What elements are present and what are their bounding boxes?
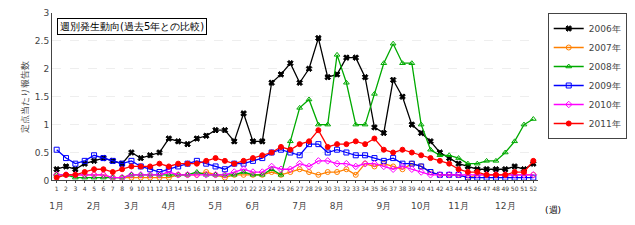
svg-text:4月: 4月 [161,201,176,211]
svg-text:2007年: 2007年 [589,43,621,53]
svg-text:45: 45 [464,185,472,192]
svg-text:33: 33 [352,185,360,192]
svg-text:37: 37 [389,185,397,192]
svg-text:44: 44 [455,185,463,192]
svg-text:2009年: 2009年 [589,81,621,91]
svg-text:24: 24 [268,185,276,192]
svg-text:2: 2 [64,185,68,192]
svg-text:2008年: 2008年 [589,62,621,72]
svg-text:9: 9 [130,185,134,192]
svg-text:(週): (週) [545,205,561,215]
svg-text:51: 51 [520,185,528,192]
svg-text:6月: 6月 [246,201,261,211]
svg-text:1月: 1月 [49,201,64,211]
svg-text:29: 29 [315,185,323,192]
svg-text:42: 42 [436,185,444,192]
svg-text:7: 7 [111,185,115,192]
svg-text:18: 18 [212,185,220,192]
svg-text:46: 46 [473,185,481,192]
svg-text:36: 36 [380,185,388,192]
svg-text:26: 26 [287,185,295,192]
svg-text:2010年: 2010年 [589,100,621,110]
svg-text:3: 3 [73,185,77,192]
svg-text:1.5: 1.5 [35,92,49,102]
svg-text:22: 22 [249,185,257,192]
svg-text:32: 32 [343,185,351,192]
svg-text:16: 16 [193,185,201,192]
svg-text:2.5: 2.5 [35,36,49,46]
svg-text:31: 31 [333,185,341,192]
svg-text:5月: 5月 [208,201,223,211]
svg-text:17: 17 [202,185,210,192]
svg-text:1: 1 [55,185,59,192]
svg-text:2: 2 [43,64,49,74]
svg-text:9月: 9月 [376,201,391,211]
svg-text:4: 4 [83,185,87,192]
svg-text:11: 11 [146,185,154,192]
svg-text:11月: 11月 [448,201,468,211]
svg-text:20: 20 [230,185,238,192]
svg-text:12月: 12月 [495,201,515,211]
svg-text:25: 25 [277,185,285,192]
svg-text:定点当たり報告数: 定点当たり報告数 [20,61,30,133]
svg-text:52: 52 [530,185,538,192]
svg-text:23: 23 [258,185,266,192]
svg-text:週別発生動向(過去5年との比較): 週別発生動向(過去5年との比較) [60,21,204,32]
svg-text:3: 3 [43,8,49,18]
svg-text:12: 12 [156,185,164,192]
svg-text:2011年: 2011年 [589,119,621,129]
svg-text:47: 47 [483,185,491,192]
svg-text:14: 14 [174,185,182,192]
svg-text:7月: 7月 [292,201,307,211]
svg-text:0: 0 [43,176,49,186]
svg-text:1: 1 [43,120,49,130]
svg-text:48: 48 [492,185,500,192]
svg-text:41: 41 [427,185,435,192]
svg-text:21: 21 [240,185,248,192]
svg-text:10月: 10月 [411,201,431,211]
svg-text:35: 35 [371,185,379,192]
svg-text:19: 19 [221,185,229,192]
svg-text:28: 28 [305,185,313,192]
svg-text:50: 50 [511,185,519,192]
svg-text:30: 30 [324,185,332,192]
svg-text:10: 10 [137,185,145,192]
svg-text:2006年: 2006年 [589,24,621,34]
svg-text:38: 38 [399,185,407,192]
svg-text:0.5: 0.5 [35,148,49,158]
svg-text:6: 6 [101,185,105,192]
svg-text:34: 34 [361,185,369,192]
svg-text:40: 40 [417,185,425,192]
svg-text:13: 13 [165,185,173,192]
svg-text:3月: 3月 [124,201,139,211]
svg-text:8: 8 [120,185,124,192]
svg-text:43: 43 [445,185,453,192]
svg-text:49: 49 [501,185,509,192]
svg-text:8月: 8月 [330,201,345,211]
svg-text:5: 5 [92,185,96,192]
svg-text:39: 39 [408,185,416,192]
svg-text:2月: 2月 [87,201,102,211]
svg-text:27: 27 [296,185,304,192]
svg-text:15: 15 [184,185,192,192]
